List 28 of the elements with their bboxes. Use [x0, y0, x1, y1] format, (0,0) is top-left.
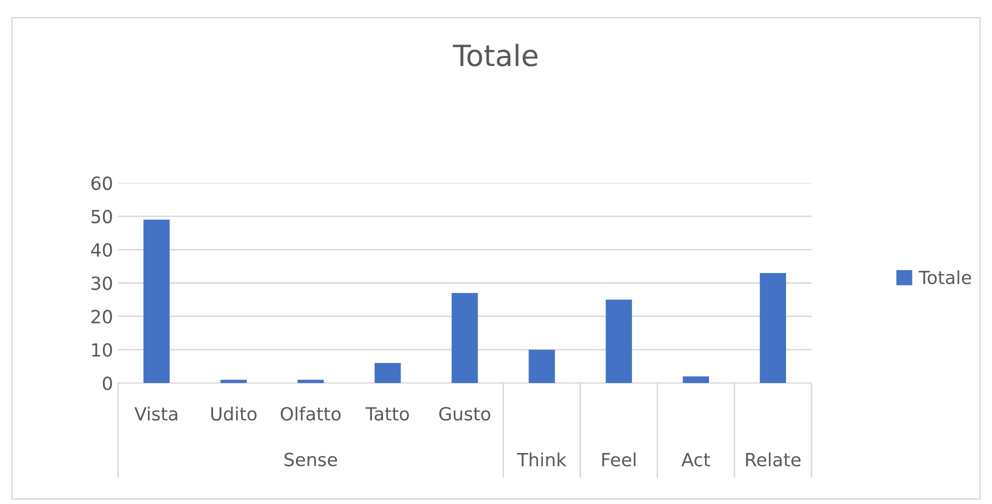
y-tick-label: 60	[91, 176, 112, 190]
text: Sense	[284, 452, 337, 466]
x-tick-label: Gusto	[439, 406, 490, 421]
bar	[452, 293, 478, 384]
bar	[528, 350, 555, 384]
y-tick-label: 30	[92, 276, 112, 290]
y-tick-label: 0	[102, 376, 112, 390]
x-tick-label: Relate	[746, 452, 801, 466]
x-tick-label: Think	[517, 452, 566, 466]
x-tick-label: Udito	[211, 406, 257, 421]
y-tick-label: 10	[92, 343, 112, 357]
bar	[143, 220, 170, 384]
bar	[298, 380, 324, 384]
x-tick-label: Feel	[602, 452, 636, 466]
x-tick-label: Olfatto	[280, 406, 341, 421]
x-tick-label: Vista	[134, 406, 178, 421]
chart-title: Totale	[452, 44, 538, 66]
legend-label: Totale	[918, 270, 972, 284]
bar	[606, 300, 632, 384]
bar	[220, 380, 247, 384]
bar	[682, 376, 709, 384]
y-tick-label: 40	[91, 243, 112, 257]
bar	[374, 363, 401, 384]
y-tick-label: 20	[92, 310, 112, 324]
x-tick-label: Tatto	[365, 407, 409, 421]
x-tick-label: Act	[682, 453, 710, 466]
y-tick-label: 50	[92, 210, 112, 224]
bar	[760, 272, 786, 384]
